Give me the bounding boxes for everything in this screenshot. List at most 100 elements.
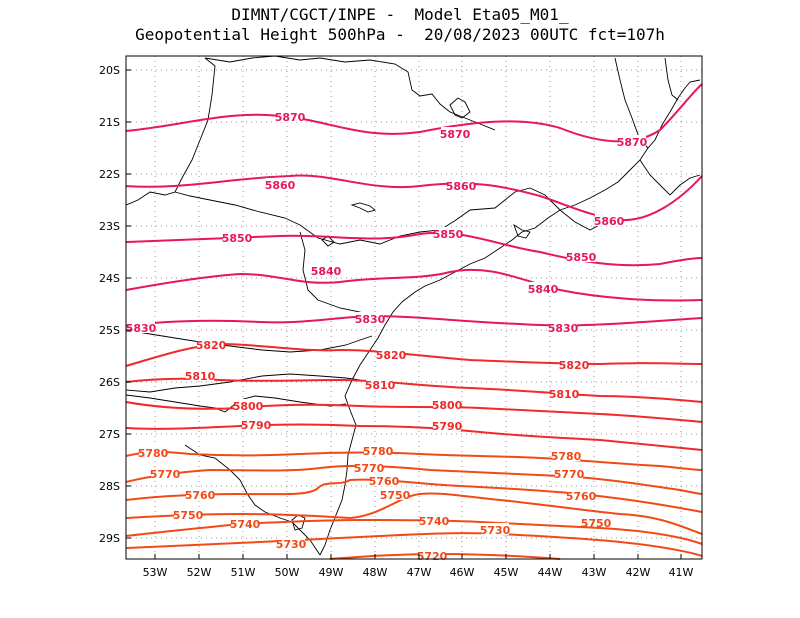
contour-label: 5810 (365, 379, 396, 392)
border-line (529, 187, 606, 231)
lake (449, 97, 471, 119)
contour-label-bg (433, 419, 461, 431)
border-line (174, 187, 531, 245)
coastline-and-borders (125, 55, 701, 556)
latitude-label: 23S (99, 220, 120, 233)
contour-label: 5800 (432, 399, 463, 412)
latitude-label: 26S (99, 376, 120, 389)
longitude-label: 49W (319, 566, 344, 579)
contour-label: 5790 (432, 420, 463, 433)
contour-label: 5760 (185, 489, 216, 502)
longitude-label: 43W (582, 566, 607, 579)
longitude-label: 50W (275, 566, 300, 579)
contour-label: 5740 (230, 518, 261, 531)
height-contours: 5870 5870 5870 5860 5860 5860 5850 5850 5850 5840… (125, 83, 703, 563)
latitude-label: 27S (99, 428, 120, 441)
longitude-label: 51W (231, 566, 256, 579)
lake (513, 223, 531, 239)
contour-label-bg (447, 179, 475, 191)
contour-line-5840 (125, 268, 703, 302)
border-line (125, 394, 347, 413)
contour-line-5850 (125, 231, 703, 267)
contour-label-bg (312, 264, 340, 276)
contour-label: 5750 (380, 489, 411, 502)
longitude-label: 47W (407, 566, 432, 579)
contour-label-bg (234, 399, 262, 411)
contour-label-bg (276, 110, 304, 122)
longitude-label: 45W (494, 566, 519, 579)
longitude-label: 46W (450, 566, 475, 579)
contour-label: 5800 (233, 400, 264, 413)
contour-label: 5870 (440, 128, 471, 141)
contour-label-bg (174, 508, 202, 520)
contour-label: 5740 (419, 515, 450, 528)
contour-label-bg (377, 348, 405, 360)
contour-label-bg (231, 517, 259, 529)
longitude-label: 42W (626, 566, 651, 579)
lake (350, 202, 376, 213)
contour-label: 5780 (138, 447, 169, 460)
border-line (299, 231, 379, 321)
contour-label-bg (552, 449, 580, 461)
map-title-line2: Geopotential Height 500hPa - 20/08/2023 … (135, 25, 665, 44)
contour-label-bg (186, 369, 214, 381)
contour-label-bg (567, 250, 595, 262)
latitude-label: 21S (99, 116, 120, 129)
contour-label-bg (550, 387, 578, 399)
latitude-label: 28S (99, 480, 120, 493)
latitude-label: 25S (99, 324, 120, 337)
contour-label-bg (434, 227, 462, 239)
contour-label-bg (366, 378, 394, 390)
longitude-label: 53W (143, 566, 168, 579)
contour-label-bg (197, 338, 225, 350)
contour-line-5810 (125, 377, 703, 403)
contour-label: 5810 (549, 388, 580, 401)
contour-label-bg (529, 282, 557, 294)
contour-label-bg (127, 321, 155, 333)
contour-label-bg (355, 461, 383, 473)
longitude-label: 41W (669, 566, 694, 579)
border-line (125, 329, 373, 353)
contour-label: 5730 (480, 524, 511, 537)
border-line (184, 444, 321, 556)
contour-line-5730 (125, 532, 703, 557)
contour-label-bg (364, 444, 392, 456)
contour-label-bg (549, 321, 577, 333)
border-line (614, 57, 649, 149)
map-title-line1: DIMNT/CGCT/INPE - Model Eta05_M01_ (231, 5, 569, 24)
contour-label: 5850 (433, 228, 464, 241)
contour-label-bg (277, 537, 305, 549)
contour-label: 5870 (617, 136, 648, 149)
contour-label-bg (420, 514, 448, 526)
contour-label: 5850 (566, 251, 597, 264)
contour-label-bg (441, 127, 469, 139)
contour-label-bg (418, 549, 446, 561)
map-frame (125, 55, 703, 560)
latitude-label: 20S (99, 64, 120, 77)
contour-label: 5780 (363, 445, 394, 458)
contour-label: 5770 (354, 462, 385, 475)
border-line (125, 57, 216, 206)
contour-line-5860 (125, 174, 703, 222)
longitude-labels: 53W 52W 51W 50W 49W 48W 47W 46W 45W 44W 43W 42W 41W (143, 554, 694, 579)
contour-label: 5810 (185, 370, 216, 383)
contour-label: 5820 (376, 349, 407, 362)
contour-label-bg (223, 231, 251, 243)
contour-line-5750 (125, 492, 703, 535)
contour-label: 5850 (222, 232, 253, 245)
contour-label: 5820 (196, 339, 227, 352)
contour-label: 5830 (126, 322, 157, 335)
contour-line-5870 (125, 83, 703, 143)
border-line (639, 159, 701, 196)
border-line (204, 55, 496, 131)
contour-line-5790 (125, 423, 703, 451)
contour-line-5800 (125, 401, 703, 423)
latitude-label: 24S (99, 272, 120, 285)
contour-label-bg (567, 489, 595, 501)
contour-label: 5870 (275, 111, 306, 124)
contour-label-bg (151, 467, 179, 479)
contour-label-bg (370, 474, 398, 486)
contour-line-5740 (125, 518, 703, 545)
contour-line-5780 (125, 451, 703, 471)
